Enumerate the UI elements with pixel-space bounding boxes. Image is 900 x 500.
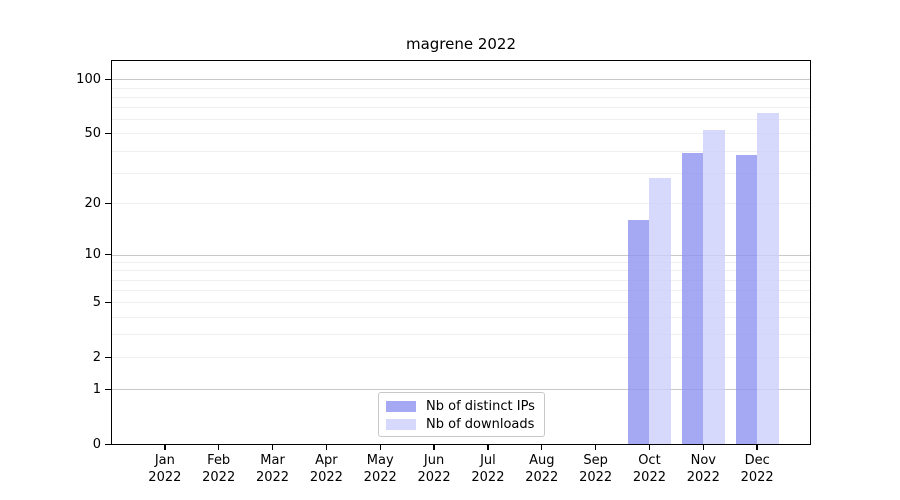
x-axis-tick — [217, 445, 220, 450]
x-axis-month-label: Aug 2022 — [525, 453, 559, 485]
bar-distinct-ips — [735, 154, 758, 444]
minor-gridline — [112, 172, 810, 174]
legend-label-downloads: Nb of downloads — [426, 416, 535, 432]
y-axis-tick-label: 50 — [84, 125, 101, 141]
legend-item-downloads: Nb of downloads — [379, 415, 544, 433]
minor-gridline — [112, 302, 810, 304]
minor-gridline — [112, 279, 810, 281]
plot-area — [111, 60, 811, 445]
y-axis-tick — [105, 254, 111, 256]
x-axis-tick — [648, 445, 651, 450]
bar-downloads — [757, 113, 779, 444]
y-axis-tick — [105, 202, 111, 205]
x-axis-tick — [271, 445, 274, 450]
legend-swatch-distinct-ips — [386, 400, 416, 412]
minor-gridline — [112, 150, 810, 152]
minor-gridline — [112, 107, 810, 109]
x-axis-month-label: Dec 2022 — [740, 453, 774, 485]
y-axis-tick — [105, 132, 111, 135]
legend: Nb of distinct IPs Nb of downloads — [378, 392, 545, 437]
minor-gridline — [112, 334, 810, 336]
legend-swatch-downloads — [386, 418, 416, 430]
y-axis-tick-label: 0 — [92, 436, 101, 452]
x-axis-month-label: Sep 2022 — [579, 453, 613, 485]
y-axis-tick — [105, 356, 111, 359]
bar-distinct-ips — [681, 152, 704, 444]
minor-gridline — [112, 270, 810, 272]
minor-gridline — [112, 203, 810, 205]
x-axis-tick — [756, 445, 758, 450]
x-axis-month-label: Oct 2022 — [632, 453, 666, 485]
y-axis-tick-label: 2 — [92, 349, 101, 365]
minor-gridline — [112, 119, 810, 121]
x-axis-month-label: Mar 2022 — [255, 453, 290, 485]
minor-gridline — [112, 357, 810, 359]
x-axis-tick — [487, 445, 489, 450]
bar-downloads — [649, 177, 671, 444]
x-axis-tick — [433, 445, 435, 450]
chart-title: magrene 2022 — [405, 35, 517, 53]
y-axis-tick-label: 1 — [92, 381, 101, 397]
major-gridline — [112, 389, 810, 391]
y-axis-tick — [105, 301, 111, 304]
x-axis-tick — [325, 445, 328, 450]
y-axis-tick-label: 100 — [76, 71, 101, 87]
x-axis-month-label: Jun 2022 — [417, 453, 451, 485]
y-axis-tick — [105, 443, 111, 445]
minor-gridline — [112, 96, 810, 98]
minor-gridline — [112, 87, 810, 89]
x-axis-tick — [164, 445, 166, 450]
x-axis-month-label: Jan 2022 — [148, 453, 182, 485]
bar-distinct-ips — [627, 220, 650, 444]
x-axis-month-label: Jul 2022 — [471, 453, 505, 485]
x-axis-month-label: Feb 2022 — [202, 453, 236, 485]
major-gridline — [112, 254, 810, 256]
legend-label-distinct-ips: Nb of distinct IPs — [426, 398, 535, 414]
y-axis-tick — [105, 78, 111, 81]
x-axis-month-label: Nov 2022 — [686, 453, 720, 485]
y-axis-tick-label: 20 — [84, 195, 101, 211]
bar-downloads — [703, 130, 725, 444]
minor-gridline — [112, 290, 810, 292]
legend-item-distinct-ips: Nb of distinct IPs — [379, 397, 544, 415]
y-axis-tick-label: 10 — [84, 247, 101, 263]
minor-gridline — [112, 133, 810, 135]
y-axis-tick-label: 5 — [92, 294, 101, 310]
major-gridline — [112, 79, 810, 81]
x-axis-month-label: Apr 2022 — [309, 453, 343, 485]
x-axis-tick — [702, 445, 704, 450]
x-axis-tick — [541, 445, 543, 450]
y-axis-tick — [105, 388, 111, 391]
minor-gridline — [112, 262, 810, 264]
x-axis-month-label: May 2022 — [363, 453, 397, 485]
minor-gridline — [112, 316, 810, 318]
x-axis-tick — [594, 445, 597, 450]
x-axis-tick — [379, 445, 381, 450]
